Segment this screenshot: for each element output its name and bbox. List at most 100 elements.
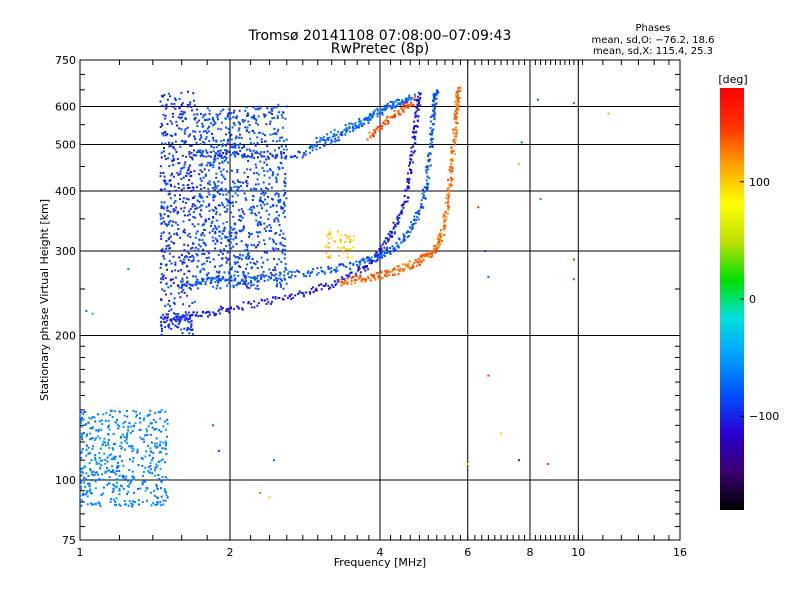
data-point	[212, 150, 215, 153]
data-point	[250, 281, 253, 284]
data-point	[200, 136, 203, 139]
data-point	[422, 253, 425, 256]
data-point	[454, 115, 457, 118]
data-point	[238, 109, 241, 112]
data-point	[162, 150, 165, 153]
data-point	[259, 105, 262, 108]
data-point	[410, 169, 413, 171]
data-point	[453, 153, 456, 156]
data-point	[321, 270, 324, 273]
data-point	[168, 152, 171, 155]
data-point	[130, 425, 133, 428]
data-point	[217, 280, 220, 283]
data-point	[92, 445, 94, 448]
data-point	[171, 159, 174, 162]
data-point	[406, 200, 409, 203]
data-point	[275, 140, 278, 143]
data-point	[330, 236, 333, 239]
data-point	[160, 480, 163, 483]
data-point	[257, 183, 260, 186]
data-point	[277, 201, 280, 204]
data-point	[106, 483, 109, 486]
data-point	[285, 138, 288, 141]
data-point	[466, 463, 469, 465]
data-point	[226, 170, 228, 173]
data-point	[246, 185, 248, 188]
data-point	[334, 270, 337, 273]
data-point	[412, 223, 415, 225]
data-point	[144, 455, 147, 458]
data-point	[454, 143, 456, 146]
data-point	[141, 481, 144, 484]
data-point	[251, 199, 254, 201]
data-point	[206, 250, 209, 253]
data-point	[333, 280, 336, 283]
data-point	[233, 274, 236, 277]
data-point	[121, 433, 124, 436]
data-point	[247, 302, 250, 305]
data-point	[170, 144, 173, 147]
data-point	[323, 272, 326, 275]
data-point	[184, 255, 186, 258]
data-point	[189, 101, 192, 104]
data-point	[184, 202, 187, 204]
data-point	[217, 153, 220, 156]
data-point	[212, 209, 215, 212]
data-point	[241, 216, 244, 219]
data-point	[454, 117, 457, 120]
data-point	[500, 432, 503, 435]
data-point	[206, 195, 209, 198]
data-point	[178, 162, 181, 164]
data-point	[243, 212, 246, 215]
data-point	[436, 237, 439, 240]
data-point	[95, 479, 98, 481]
data-point	[249, 261, 252, 264]
data-point	[363, 278, 366, 280]
data-point	[218, 312, 221, 315]
data-point	[429, 127, 432, 129]
data-point	[225, 256, 228, 259]
data-point	[80, 504, 83, 507]
data-point	[277, 111, 280, 114]
chart-title: Tromsø 20141108 07:08:00–07:09:43	[248, 28, 512, 44]
data-point	[248, 155, 251, 158]
data-point	[164, 420, 167, 423]
data-point	[392, 250, 395, 253]
data-point	[107, 443, 110, 446]
data-point	[257, 156, 259, 159]
data-point	[262, 239, 265, 242]
data-point	[386, 269, 389, 272]
data-point	[418, 209, 421, 212]
data-point	[241, 146, 243, 149]
data-point	[367, 121, 370, 124]
data-point	[158, 478, 161, 480]
data-point	[389, 251, 392, 254]
data-point	[276, 263, 279, 266]
data-point	[174, 209, 177, 212]
data-point	[225, 221, 228, 223]
data-point	[219, 152, 222, 155]
data-point	[415, 125, 418, 128]
data-point	[315, 289, 318, 292]
data-point	[192, 242, 195, 245]
data-point	[311, 271, 313, 273]
data-point	[311, 286, 314, 289]
data-point	[237, 281, 240, 284]
data-point	[208, 203, 211, 206]
data-point	[393, 109, 396, 112]
data-point	[403, 107, 406, 110]
data-point	[215, 172, 218, 175]
data-point	[252, 117, 255, 120]
data-point	[199, 196, 202, 199]
data-point	[430, 145, 433, 147]
data-point	[113, 471, 116, 474]
data-point	[241, 229, 244, 232]
data-point	[336, 139, 338, 142]
data-point	[437, 235, 440, 238]
data-point	[159, 165, 162, 168]
data-point	[206, 107, 209, 110]
data-point	[180, 290, 183, 293]
data-point	[277, 214, 280, 217]
data-point	[346, 281, 349, 284]
data-point	[256, 267, 259, 270]
